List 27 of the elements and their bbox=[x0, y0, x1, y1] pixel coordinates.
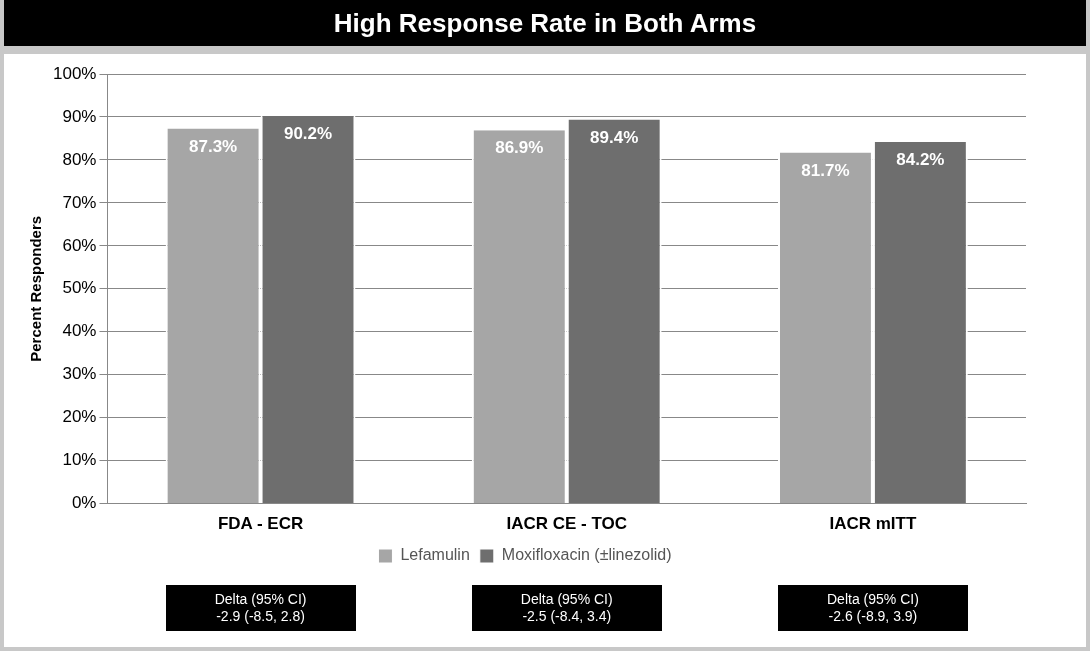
y-tick-label: 60% bbox=[62, 235, 97, 255]
text: Delta (95% CI) -2.9 (-8.5, 2.8) bbox=[165, 585, 356, 631]
y-tick-label: 20% bbox=[62, 407, 97, 427]
chart-title: High Response Rate in Both Arms bbox=[4, 0, 1086, 54]
y-tick-label: 50% bbox=[62, 278, 97, 298]
data-label: 86.9% bbox=[495, 138, 544, 158]
legend-label: Moxifloxacin (±linezolid) bbox=[501, 546, 672, 564]
data-label: 87.3% bbox=[189, 136, 238, 156]
x-tick-label: IACR mITT bbox=[829, 514, 917, 534]
y-tick-label: 10% bbox=[62, 450, 97, 470]
y-tick-label: 40% bbox=[62, 321, 97, 341]
y-axis-title: Percent Responders bbox=[27, 215, 45, 362]
x-tick-label: IACR CE - TOC bbox=[506, 514, 628, 534]
text: Delta (95% CI) -2.5 (-8.4, 3.4) bbox=[471, 585, 662, 631]
data-label: 84.2% bbox=[896, 150, 945, 170]
y-tick-label: 100% bbox=[53, 63, 97, 83]
y-tick-label: 90% bbox=[62, 106, 97, 126]
legend-label: Lefamulin bbox=[400, 546, 470, 564]
data-label: 90.2% bbox=[283, 124, 333, 144]
data-label: 89.4% bbox=[590, 127, 639, 147]
text: Delta (95% CI) -2.6 (-8.9, 3.9) bbox=[777, 585, 968, 631]
y-tick-label: 0% bbox=[71, 493, 97, 513]
x-tick-label: FDA - ECR bbox=[217, 514, 304, 534]
y-tick-label: 70% bbox=[62, 192, 97, 212]
data-label: 81.7% bbox=[801, 160, 850, 180]
y-tick-label: 30% bbox=[62, 364, 97, 384]
y-tick-label: 80% bbox=[62, 149, 97, 169]
